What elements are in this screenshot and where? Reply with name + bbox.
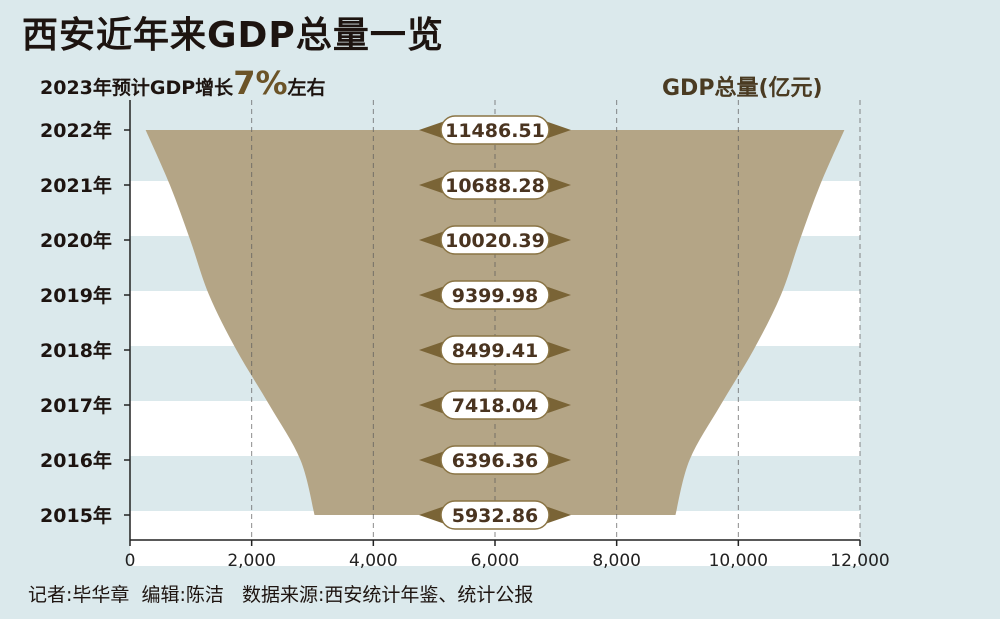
label-arrow-left xyxy=(419,451,445,469)
gdp-area xyxy=(145,130,845,515)
label-arrow-right xyxy=(545,121,571,139)
value-label: 8499.41 xyxy=(452,340,539,362)
x-tick-label: 12,000 xyxy=(830,551,889,571)
unit-label: GDP总量(亿元) xyxy=(662,76,823,101)
x-tick-label: 10,000 xyxy=(709,551,768,571)
value-badge xyxy=(440,280,550,310)
year-label: 2018年 xyxy=(40,339,112,362)
x-tick-label: 4,000 xyxy=(349,551,398,571)
value-badge xyxy=(440,500,550,530)
label-arrow-left xyxy=(419,506,445,524)
value-badge xyxy=(440,170,550,200)
x-tick-label: 0 xyxy=(125,551,136,571)
year-label: 2021年 xyxy=(40,174,112,197)
subtitle-prefix: 2023年预计GDP增长 xyxy=(40,77,234,99)
year-label: 2017年 xyxy=(40,394,112,417)
value-badge xyxy=(440,445,550,475)
year-label: 2016年 xyxy=(40,449,112,472)
credit-line: 记者:毕华章 编辑:陈洁 数据来源:西安统计年鉴、统计公报 xyxy=(28,584,534,606)
value-label: 9399.98 xyxy=(452,285,539,307)
label-arrow-left xyxy=(419,231,445,249)
year-label: 2019年 xyxy=(40,284,112,307)
page-title: 西安近年来GDP总量一览 xyxy=(22,15,444,56)
value-label: 10020.39 xyxy=(445,230,545,252)
x-tick-label: 2,000 xyxy=(227,551,276,571)
value-label: 11486.51 xyxy=(445,120,545,142)
value-badge xyxy=(440,225,550,255)
label-arrow-left xyxy=(419,341,445,359)
label-arrow-right xyxy=(545,231,571,249)
label-arrow-left xyxy=(419,176,445,194)
value-label: 5932.86 xyxy=(452,505,539,527)
value-label: 7418.04 xyxy=(452,395,539,417)
x-tick-label: 6,000 xyxy=(471,551,520,571)
label-arrow-right xyxy=(545,341,571,359)
subtitle-suffix: 左右 xyxy=(287,77,326,99)
label-arrow-left xyxy=(419,396,445,414)
subtitle-percent: 7% xyxy=(233,64,288,102)
year-label: 2022年 xyxy=(40,119,112,142)
value-badge xyxy=(440,115,550,145)
value-badge xyxy=(440,390,550,420)
value-label: 6396.36 xyxy=(452,450,539,472)
chart-subtitle: 2023年预计GDP增长7%左右 xyxy=(40,64,326,102)
value-label: 10688.28 xyxy=(445,175,545,197)
label-arrow-right xyxy=(545,396,571,414)
label-arrow-right xyxy=(545,506,571,524)
x-tick-label: 8,000 xyxy=(592,551,641,571)
label-arrow-left xyxy=(419,286,445,304)
label-arrow-right xyxy=(545,286,571,304)
label-arrow-right xyxy=(545,176,571,194)
label-arrow-right xyxy=(545,451,571,469)
year-label: 2015年 xyxy=(40,504,112,527)
value-badge xyxy=(440,335,550,365)
year-label: 2020年 xyxy=(40,229,112,252)
label-arrow-left xyxy=(419,121,445,139)
